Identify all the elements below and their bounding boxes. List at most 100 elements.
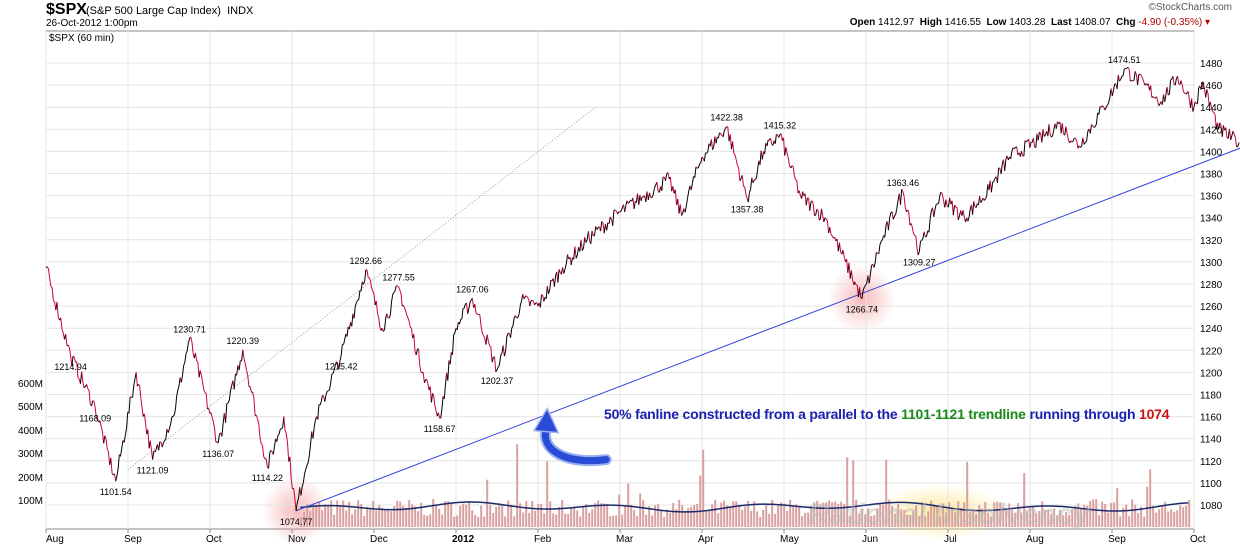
price-segment bbox=[899, 188, 903, 205]
price-value-label: 1215.42 bbox=[325, 361, 358, 371]
price-segment bbox=[543, 296, 546, 302]
price-segment bbox=[570, 257, 573, 266]
price-segment bbox=[719, 132, 722, 135]
price-segment bbox=[429, 386, 432, 403]
price-segment bbox=[941, 193, 944, 201]
price-segment bbox=[1102, 105, 1105, 108]
volume-bar bbox=[519, 503, 522, 527]
price-segment bbox=[1066, 133, 1069, 140]
volume-bar bbox=[696, 503, 699, 527]
price-segment bbox=[164, 438, 167, 441]
price-segment bbox=[494, 356, 497, 372]
volume-bar bbox=[453, 516, 456, 527]
volume-bar bbox=[888, 499, 891, 527]
price-segment bbox=[261, 445, 265, 457]
volume-bar bbox=[327, 504, 330, 527]
price-segment bbox=[848, 262, 851, 279]
price-segment bbox=[369, 281, 373, 289]
volume-bar bbox=[813, 502, 816, 527]
price-segment bbox=[747, 192, 750, 203]
volume-bar bbox=[927, 511, 930, 527]
price-segment bbox=[558, 269, 561, 273]
price-segment bbox=[911, 227, 914, 234]
price-segment bbox=[505, 336, 508, 352]
volume-bar bbox=[627, 483, 630, 527]
price-segment bbox=[873, 262, 876, 268]
price-segment bbox=[96, 418, 98, 420]
price-segment bbox=[437, 412, 441, 419]
label-layer: 1214.94 1168.09 1101.54 1121.09 1230.71 1136.… bbox=[54, 55, 1140, 527]
price-segment bbox=[389, 301, 393, 315]
volume-tick-label: 300M bbox=[18, 449, 43, 460]
volume-bar bbox=[1011, 510, 1014, 527]
volume-bar bbox=[477, 516, 480, 527]
volume-bar bbox=[639, 493, 642, 527]
price-segment bbox=[695, 166, 698, 169]
volume-bar bbox=[1164, 501, 1167, 527]
price-segment bbox=[1151, 96, 1154, 98]
volume-bar bbox=[1107, 512, 1110, 527]
volume-bar bbox=[351, 514, 354, 527]
x-tick-label: Apr bbox=[698, 534, 714, 545]
price-segment bbox=[355, 299, 359, 303]
volume-bar bbox=[723, 500, 726, 527]
price-segment bbox=[640, 196, 643, 201]
price-segment bbox=[774, 134, 777, 144]
annotation-text: 50% fanline constructed from a parallel … bbox=[604, 406, 1170, 422]
volume-bar bbox=[495, 506, 498, 527]
price-value-label: 1230.71 bbox=[173, 324, 206, 334]
price-segment bbox=[371, 287, 374, 292]
chart-header: $SPX (S&P 500 Large Cap Index) INDX 26-O… bbox=[0, 0, 1240, 32]
volume-bar bbox=[600, 503, 603, 527]
price-segment bbox=[340, 344, 343, 356]
volume-bar bbox=[1089, 500, 1092, 527]
price-segment bbox=[661, 176, 664, 191]
volume-bar bbox=[1182, 507, 1185, 527]
price-segment bbox=[159, 441, 162, 443]
price-segment bbox=[99, 420, 102, 427]
price-segment bbox=[918, 241, 922, 252]
price-segment bbox=[1092, 125, 1095, 128]
volume-tick-label: 600M bbox=[18, 379, 43, 390]
price-segment bbox=[301, 482, 304, 488]
arrow-shaft bbox=[541, 425, 610, 465]
volume-bar bbox=[999, 502, 1002, 527]
price-segment bbox=[907, 209, 910, 213]
volume-bar bbox=[570, 507, 573, 527]
price-segment bbox=[202, 383, 205, 390]
price-segment bbox=[690, 183, 693, 190]
volume-bar bbox=[846, 457, 849, 527]
price-segment bbox=[862, 287, 865, 291]
price-segment bbox=[185, 350, 188, 354]
price-segment bbox=[553, 275, 557, 287]
volume-bar bbox=[1176, 510, 1179, 527]
price-segment bbox=[751, 177, 754, 183]
volume-bar bbox=[489, 504, 492, 527]
price-segment bbox=[915, 235, 918, 248]
price-segment bbox=[750, 177, 753, 190]
price-segment bbox=[242, 349, 245, 359]
volume-bar bbox=[1095, 499, 1098, 527]
price-segment bbox=[824, 217, 827, 220]
price-segment bbox=[861, 290, 864, 299]
price-segment bbox=[205, 393, 208, 409]
price-segment bbox=[934, 204, 937, 210]
price-segment bbox=[596, 227, 599, 230]
price-segment bbox=[483, 335, 486, 339]
chg-label: Chg bbox=[1116, 17, 1136, 28]
price-segment bbox=[754, 177, 757, 180]
price-segment bbox=[1211, 108, 1214, 112]
price-segment bbox=[1191, 98, 1194, 112]
price-segment bbox=[926, 230, 929, 237]
volume-bar bbox=[606, 503, 609, 527]
price-segment bbox=[1228, 128, 1232, 140]
volume-bar bbox=[771, 499, 774, 527]
price-segment bbox=[158, 441, 161, 451]
volume-bar bbox=[534, 510, 537, 527]
volume-bar bbox=[672, 503, 675, 527]
volume-bar bbox=[918, 516, 921, 527]
price-segment bbox=[123, 435, 126, 443]
volume-bar bbox=[747, 500, 750, 527]
y-tick-label: 1260 bbox=[1200, 302, 1223, 313]
price-segment bbox=[729, 134, 732, 150]
